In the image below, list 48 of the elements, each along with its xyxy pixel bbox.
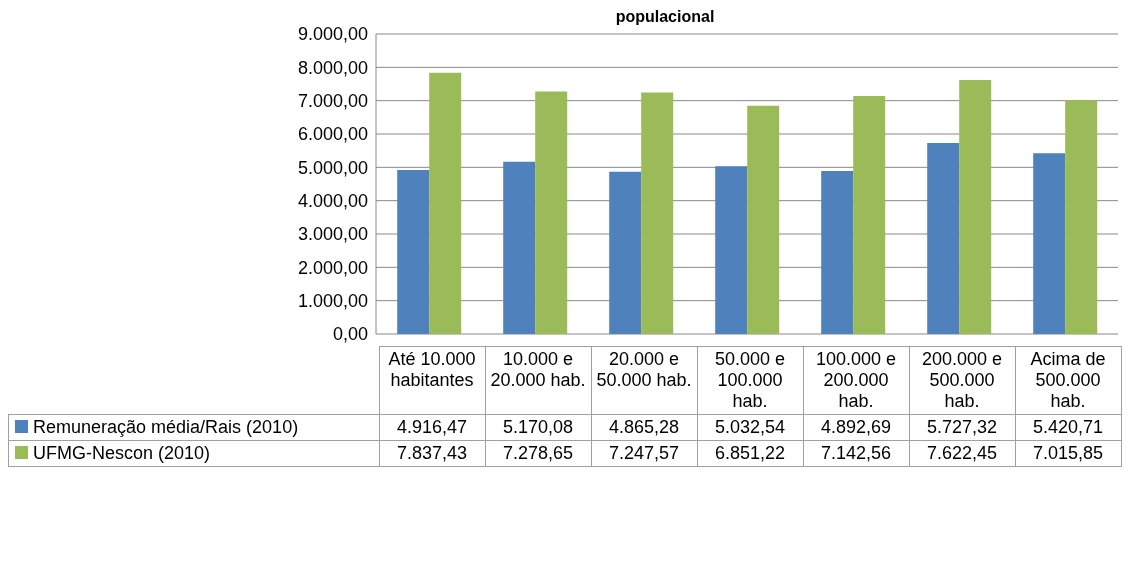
data-label: 5.420,71	[1015, 414, 1121, 441]
data-label: 5.727,32	[909, 414, 1015, 441]
chart-title: populacional	[614, 8, 716, 26]
y-tick-label: 1.000,00	[297, 291, 368, 312]
bar	[397, 170, 430, 334]
data-label: 7.278,65	[485, 440, 591, 467]
x-tick-label: 10.000 e 20.000 hab.	[485, 346, 591, 415]
x-tick-label: 20.000 e 50.000 hab.	[591, 346, 697, 415]
bar	[429, 72, 462, 334]
data-label: 5.170,08	[485, 414, 591, 441]
data-label: 5.032,54	[697, 414, 803, 441]
bar	[1065, 100, 1098, 334]
bar	[853, 95, 886, 334]
x-tick-label: 50.000 e 100.000 hab.	[697, 346, 803, 415]
y-tick-label: 6.000,00	[297, 124, 368, 145]
bar	[503, 161, 536, 334]
bar	[715, 166, 748, 334]
legend-label: Remuneração média/Rais (2010)	[8, 414, 379, 441]
data-label: 7.015,85	[1015, 440, 1121, 467]
x-tick-label: 100.000 e 200.000 hab.	[803, 346, 909, 415]
y-tick-label: 4.000,00	[297, 191, 368, 212]
x-tick-label: Acima de 500.000 hab.	[1015, 346, 1121, 415]
data-label: 4.865,28	[591, 414, 697, 441]
bar	[641, 92, 674, 334]
data-label: 7.622,45	[909, 440, 1015, 467]
data-label: 7.837,43	[379, 440, 485, 467]
data-label: 7.142,56	[803, 440, 909, 467]
y-tick-label: 5.000,00	[297, 157, 368, 178]
bar	[927, 143, 960, 334]
bar	[821, 170, 854, 334]
bar	[609, 171, 642, 334]
data-label: 6.851,22	[697, 440, 803, 467]
bar	[747, 105, 780, 334]
y-tick-label: 0,00	[332, 324, 368, 345]
bar	[959, 79, 992, 334]
bar	[1033, 153, 1066, 334]
y-tick-label: 2.000,00	[297, 257, 368, 278]
data-label: 4.892,69	[803, 414, 909, 441]
data-label: 4.916,47	[379, 414, 485, 441]
y-tick-label: 7.000,00	[297, 91, 368, 112]
y-tick-label: 9.000,00	[297, 24, 368, 45]
y-tick-label: 8.000,00	[297, 57, 368, 78]
y-tick-label: 3.000,00	[297, 224, 368, 245]
data-label: 7.247,57	[591, 440, 697, 467]
bar	[535, 91, 568, 334]
legend-label: UFMG-Nescon (2010)	[8, 440, 379, 467]
x-tick-label: Até 10.000 habitantes	[379, 346, 485, 415]
x-tick-label: 200.000 e 500.000 hab.	[909, 346, 1015, 415]
